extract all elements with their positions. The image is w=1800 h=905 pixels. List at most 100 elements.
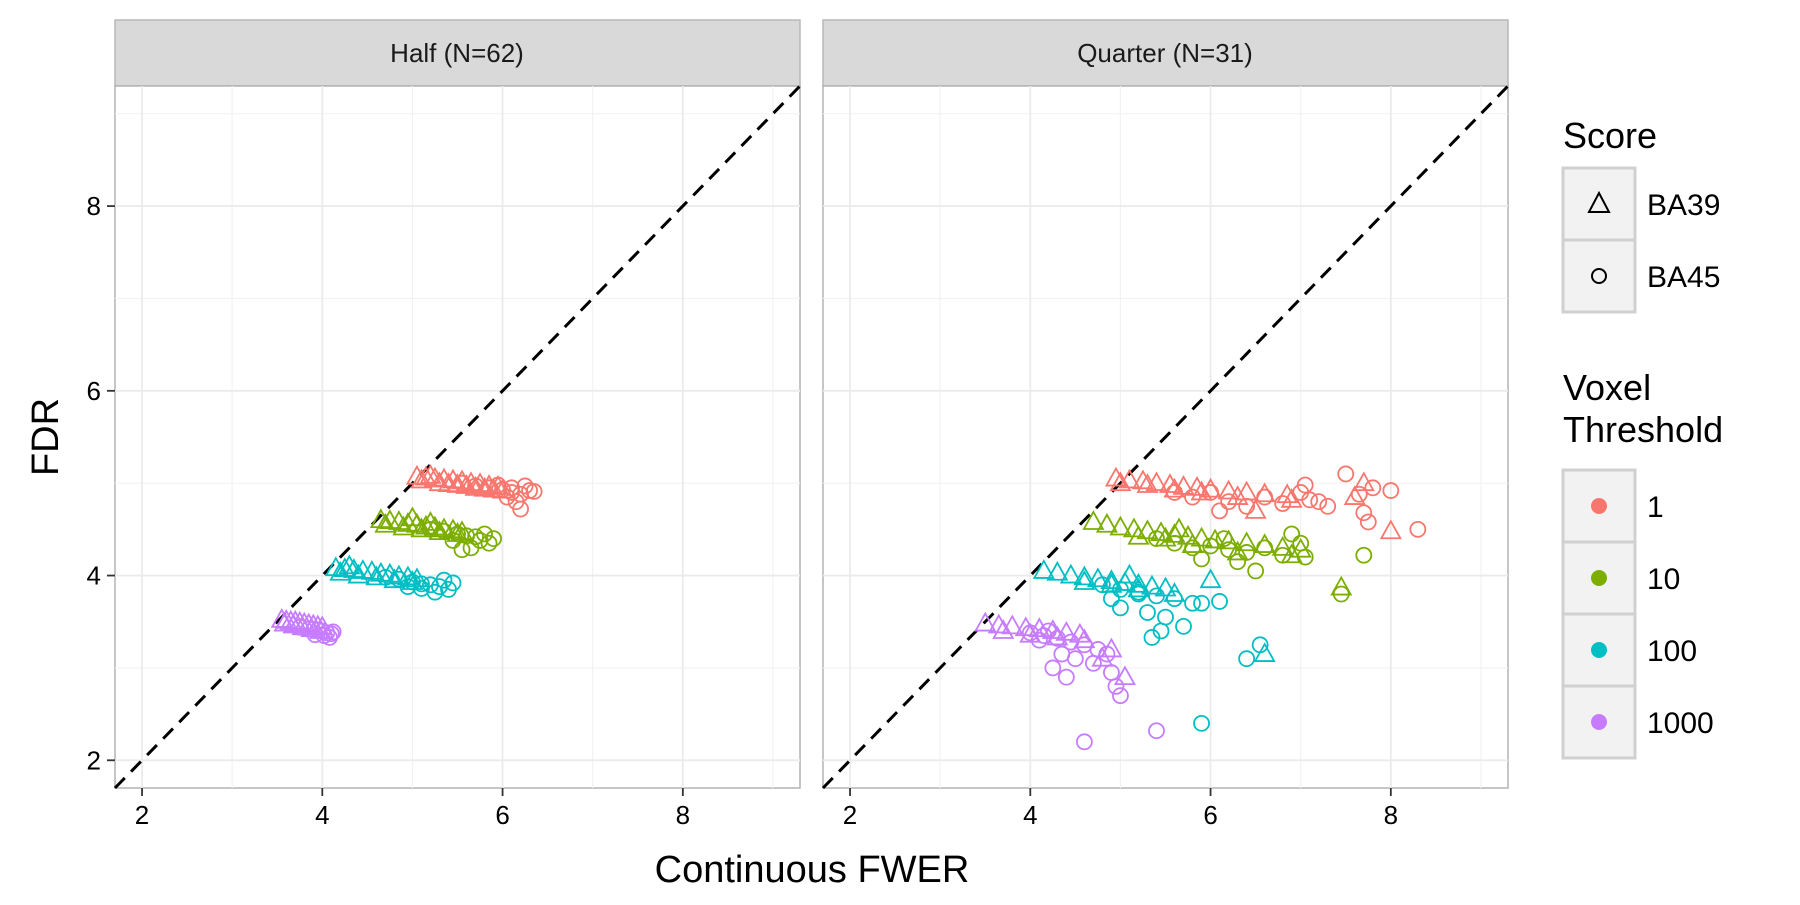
legend-key-box — [1561, 684, 1637, 760]
data-point-circle — [1238, 497, 1256, 515]
data-point-circle — [1215, 530, 1233, 548]
data-point-circle — [1193, 714, 1210, 732]
data-point-circle — [516, 477, 534, 495]
data-point-circle — [503, 479, 520, 497]
panel-title: Quarter (N=31) — [1077, 38, 1253, 68]
panel-strip — [114, 19, 801, 87]
legend-score: Score BA39 BA45 — [1561, 115, 1720, 314]
data-point-triangle — [338, 554, 361, 575]
data-point-triangle — [1082, 510, 1105, 530]
data-point-triangle — [1127, 524, 1150, 545]
data-point-triangle — [1109, 515, 1132, 536]
data-point-circle — [1238, 544, 1256, 561]
data-point-triangle — [992, 619, 1015, 639]
data-point-triangle — [1068, 622, 1091, 643]
data-point-circle — [1166, 484, 1183, 501]
data-point-circle — [1184, 488, 1201, 506]
data-point-circle — [480, 534, 498, 552]
data-point-circle — [300, 620, 318, 638]
data-point-circle — [1301, 491, 1319, 509]
legend-color-swatch — [1591, 714, 1607, 730]
data-point-circle — [1166, 534, 1183, 552]
x-tick-label: 8 — [1384, 800, 1398, 830]
data-point-triangle — [1136, 473, 1159, 493]
data-point-circle — [1283, 525, 1301, 543]
data-point-circle — [1066, 650, 1084, 668]
data-point-triangle — [1118, 563, 1141, 584]
data-point-triangle — [365, 565, 388, 586]
data-point-circle — [1274, 546, 1292, 564]
data-point-circle — [1220, 541, 1237, 559]
legend-color-swatch — [1591, 498, 1607, 514]
data-point-circle — [1030, 631, 1048, 649]
data-point-triangle — [419, 463, 442, 484]
data-point-circle — [1175, 617, 1192, 635]
legend-color-label: 100 — [1647, 635, 1697, 668]
data-point-circle — [444, 532, 462, 549]
data-point-circle — [1107, 677, 1125, 695]
data-point-circle — [1247, 562, 1265, 580]
x-tick-label: 6 — [495, 800, 509, 830]
data-point-circle — [291, 618, 309, 636]
data-point-circle — [1143, 629, 1161, 646]
data-point-triangle — [1226, 540, 1249, 561]
data-point-circle — [1211, 593, 1228, 610]
triangle-icon — [1587, 190, 1611, 213]
data-point-circle — [498, 488, 516, 506]
data-point-circle — [1103, 590, 1120, 608]
data-point-circle — [435, 571, 453, 589]
data-point-circle — [1139, 604, 1156, 621]
data-point-triangle — [1244, 499, 1267, 519]
data-point-triangle — [1131, 469, 1155, 490]
legend-color-label: 1 — [1647, 491, 1664, 524]
data-point-circle — [1350, 485, 1368, 503]
data-point-circle — [1084, 654, 1102, 672]
legend-color-swatch — [1591, 642, 1607, 658]
panel-half: Half (N=62) — [113, 19, 802, 790]
data-point-triangle — [1163, 523, 1186, 543]
data-point-triangle — [405, 567, 428, 588]
legend-key-box — [1561, 166, 1637, 242]
data-point-triangle — [1163, 477, 1186, 498]
data-point-circle — [1044, 659, 1062, 677]
data-point-circle — [1184, 594, 1201, 612]
legend-key-box — [1561, 238, 1637, 314]
data-point-circle — [1166, 590, 1183, 608]
data-point-triangle — [1046, 625, 1069, 646]
data-point-triangle — [1181, 533, 1204, 553]
data-point-triangle — [1253, 482, 1276, 503]
data-points — [974, 465, 1427, 751]
y-axis-title: FDR — [25, 398, 67, 476]
data-point-circle — [1359, 513, 1377, 531]
data-point-triangle — [1095, 512, 1118, 533]
data-point-circle — [1332, 585, 1350, 603]
data-point-circle — [1112, 599, 1129, 617]
data-point-circle — [1148, 587, 1165, 605]
data-point-circle — [453, 541, 471, 559]
data-point-circle — [480, 479, 498, 497]
data-point-circle — [321, 629, 338, 646]
data-point-triangle — [329, 560, 352, 581]
data-point-triangle — [987, 613, 1010, 634]
data-point-circle — [512, 500, 529, 518]
data-point-circle — [1202, 537, 1219, 555]
data-point-circle — [422, 520, 439, 538]
data-point-triangle — [1001, 614, 1024, 635]
x-tick-label: 2 — [843, 800, 857, 830]
data-point-circle — [1112, 581, 1129, 598]
data-point-triangle — [410, 517, 433, 538]
data-point-triangle — [455, 474, 478, 494]
data-point-triangle — [1199, 477, 1222, 498]
data-point-circle — [1184, 539, 1201, 557]
data-point-circle — [1148, 722, 1165, 740]
data-points — [270, 463, 543, 646]
legend-color-label: 10 — [1647, 563, 1680, 596]
data-point-triangle — [1217, 479, 1240, 500]
data-point-triangle — [1046, 560, 1069, 581]
data-point-triangle — [1059, 563, 1082, 584]
data-point-circle — [1274, 495, 1292, 512]
data-point-circle — [1202, 484, 1219, 501]
data-point-triangle — [1343, 485, 1366, 505]
